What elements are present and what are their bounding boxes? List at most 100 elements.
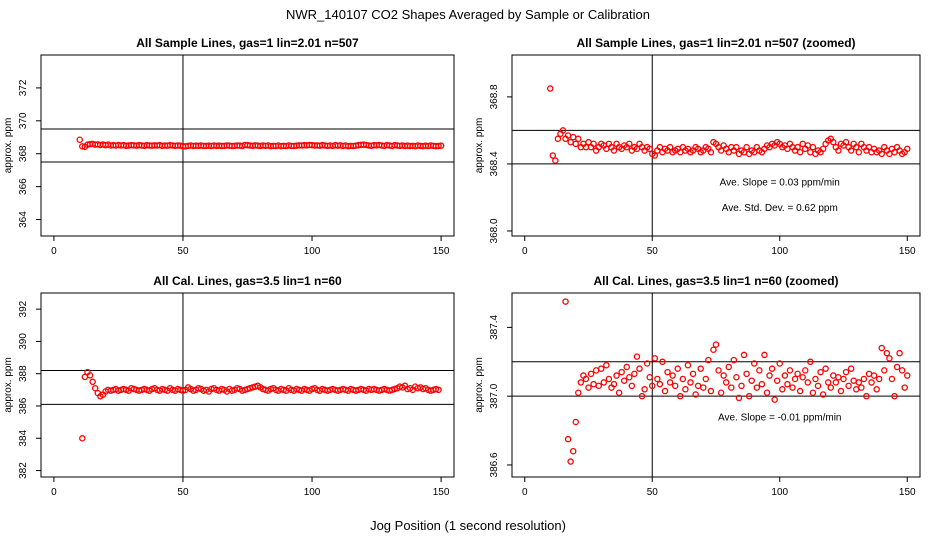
data-point (572, 418, 580, 426)
data-point (600, 379, 608, 386)
data-point (631, 370, 638, 378)
data-point (595, 382, 602, 390)
data-point (886, 355, 893, 362)
data-point (822, 365, 829, 372)
data-point (733, 143, 740, 151)
data-point (554, 135, 562, 143)
data-point (735, 394, 743, 402)
data-point (784, 380, 791, 388)
plot-frame (40, 292, 455, 478)
data-point (873, 386, 880, 393)
data-point (628, 382, 636, 390)
data-point (745, 392, 753, 400)
data-point (804, 379, 812, 386)
data-point (781, 372, 789, 379)
data-point (592, 367, 600, 374)
data-point (435, 386, 442, 394)
data-point (569, 447, 577, 455)
data-point (840, 375, 847, 383)
data-point (891, 392, 898, 400)
data-point (623, 363, 631, 371)
data-point (796, 387, 804, 395)
data-point (819, 145, 827, 153)
data-point (674, 365, 682, 372)
y-tick-label: 372 (18, 79, 29, 96)
x-tick-label: 150 (899, 246, 916, 257)
data-point (794, 370, 801, 378)
y-tick-label: 366 (18, 178, 29, 195)
data-point (605, 375, 613, 383)
data-point (643, 360, 651, 367)
data-point (751, 360, 758, 367)
data-point (626, 140, 633, 148)
data-point (575, 135, 582, 143)
x-tick-label: 0 (51, 246, 57, 257)
data-point (569, 133, 577, 141)
y-tick-label: 387.4 (489, 314, 500, 339)
data-point (692, 391, 699, 398)
data-point (585, 384, 592, 391)
panel-title: All Cal. Lines, gas=3.5 lin=1 n=60 (153, 274, 342, 288)
data-point (590, 140, 597, 148)
data-point (809, 389, 817, 396)
x-tick-label: 100 (771, 246, 788, 257)
data-point (598, 365, 605, 372)
data-point (552, 157, 559, 164)
y-tick-label: 368.8 (489, 84, 500, 109)
data-point (858, 384, 865, 391)
x-tick-label: 100 (304, 487, 321, 498)
data-point (702, 375, 710, 383)
data-point (753, 384, 761, 391)
data-point (904, 372, 911, 379)
data-point (904, 145, 911, 153)
data-point (758, 380, 766, 388)
y-axis-label: approx. ppm (474, 118, 485, 174)
data-point (710, 346, 717, 353)
panel-cal-lines-zoomed: All Cal. Lines, gas=3.5 lin=1 n=60 (zoom… (474, 274, 921, 498)
y-tick-label: 364 (18, 211, 29, 228)
data-point (582, 375, 590, 383)
y-tick-label: 368.4 (489, 151, 500, 176)
data-point (575, 389, 582, 396)
stat-annotation: Ave. Slope = 0.03 ppm/min (720, 178, 840, 189)
data-point (845, 382, 852, 390)
data-point (587, 370, 595, 378)
y-axis-label: approx. ppm (3, 118, 14, 174)
data-point (738, 382, 745, 390)
data-point (559, 127, 567, 134)
data-point (79, 435, 86, 442)
data-point (666, 379, 674, 386)
data-point (896, 349, 903, 357)
data-point (855, 379, 863, 386)
data-point (89, 378, 96, 386)
panel-cal-lines: All Cal. Lines, gas=3.5 lin=1 n=60 appro… (3, 274, 455, 498)
data-point (671, 382, 679, 390)
x-tick-label: 150 (433, 246, 450, 257)
data-point (715, 367, 722, 374)
data-point (669, 372, 676, 379)
data-point (837, 387, 845, 395)
data-point (564, 435, 572, 443)
data-point (853, 386, 860, 393)
data-point (796, 148, 804, 156)
data-point (830, 372, 837, 379)
data-point (649, 382, 656, 390)
data-point (761, 351, 768, 359)
data-point (682, 386, 689, 393)
data-point (740, 351, 748, 359)
y-tick-label: 387.0 (489, 383, 500, 408)
data-point (733, 374, 740, 381)
data-point (824, 379, 832, 386)
data-point (766, 372, 773, 379)
data-point (700, 384, 707, 391)
x-tick-label: 0 (51, 487, 57, 498)
y-tick-label: 386 (18, 397, 29, 414)
data-point (651, 355, 659, 362)
data-point (802, 367, 809, 374)
x-tick-label: 150 (433, 487, 450, 498)
x-tick-label: 0 (522, 246, 528, 257)
data-point (865, 370, 873, 378)
data-point (730, 356, 738, 364)
data-point (613, 372, 620, 379)
